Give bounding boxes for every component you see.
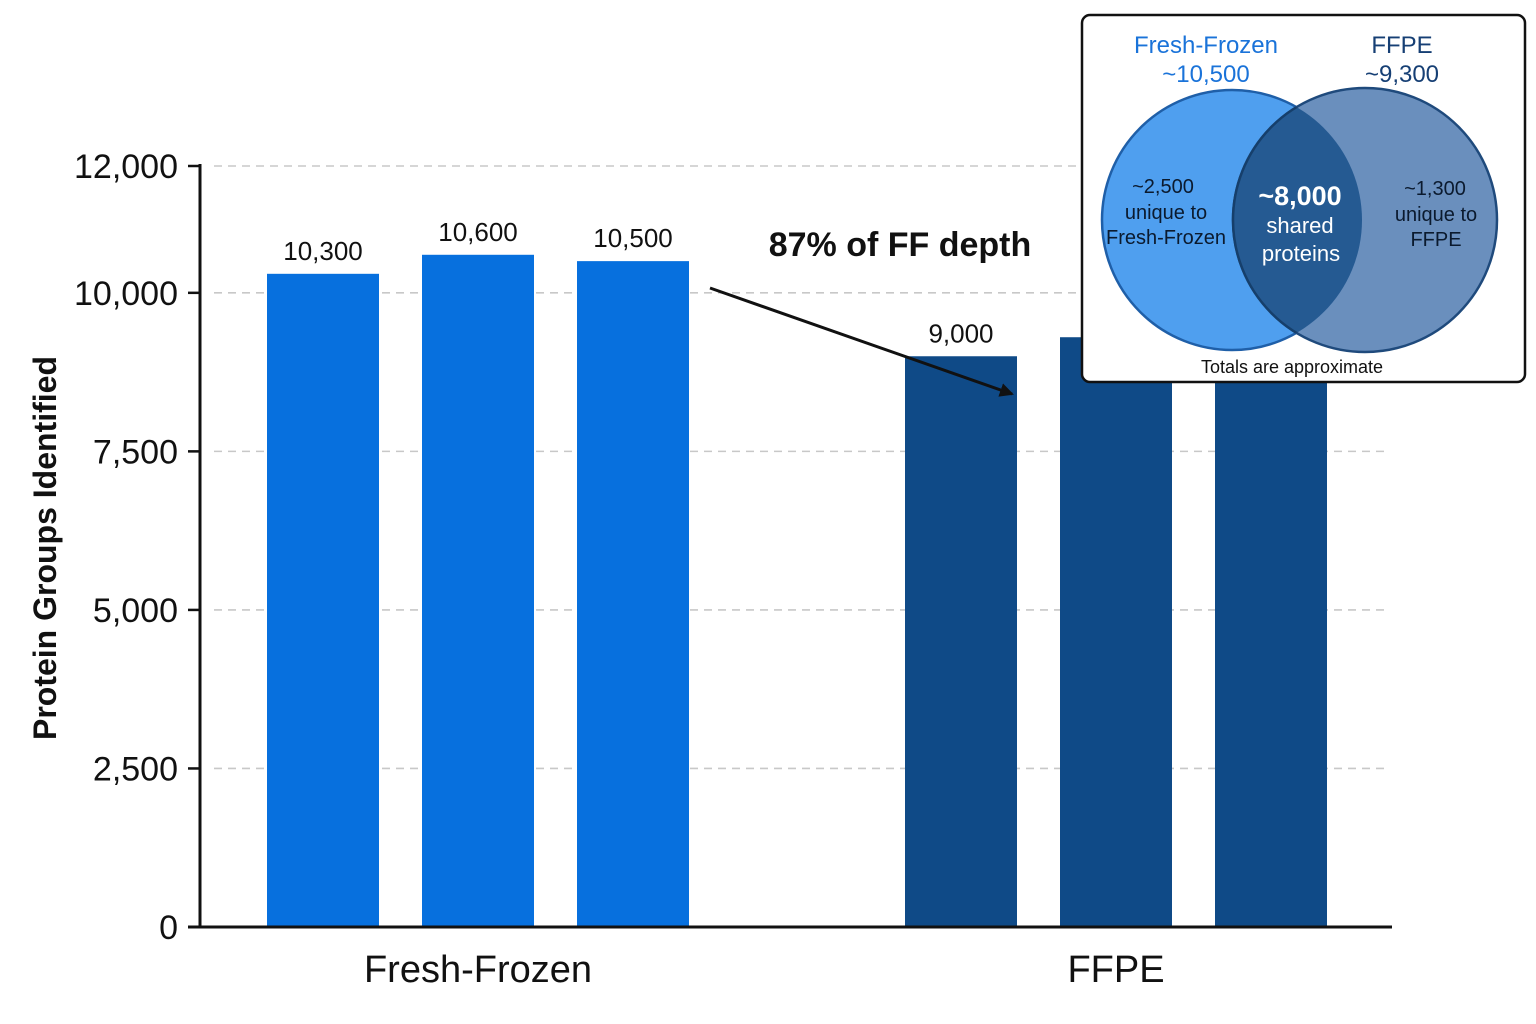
venn-right-title: FFPE — [1371, 32, 1432, 59]
y-tick-label: 5,000 — [93, 592, 178, 630]
bar-value-label: 10,300 — [283, 236, 363, 266]
axes — [188, 164, 1392, 929]
bar — [905, 356, 1017, 927]
venn-shared-line3: proteins — [1262, 241, 1340, 266]
bar-value-label: 10,600 — [438, 217, 518, 247]
venn-note: Totals are approximate — [1201, 357, 1383, 377]
venn-left-total: ~10,500 — [1162, 61, 1249, 88]
y-tick-label: 10,000 — [74, 275, 178, 313]
bar — [1215, 343, 1327, 928]
annotation-arrow — [709, 286, 1014, 397]
venn-shared-count: ~8,000 — [1258, 181, 1341, 211]
x-category-label: FFPE — [1067, 949, 1164, 991]
venn-left-line3: Fresh-Frozen — [1106, 227, 1226, 249]
y-tick-label: 0 — [159, 909, 178, 947]
bars — [267, 254, 1327, 928]
venn-right-total: ~9,300 — [1365, 61, 1439, 88]
bar — [267, 273, 379, 927]
venn-left-line2: unique to — [1125, 202, 1207, 224]
venn-right-count: ~1,300 — [1404, 178, 1466, 200]
venn-shared-line2: shared — [1266, 213, 1333, 238]
y-tick-label: 7,500 — [93, 433, 178, 471]
y-axis-label: Protein Groups Identified — [27, 356, 63, 740]
y-tick-label: 12,000 — [74, 148, 178, 186]
bar — [577, 261, 689, 927]
bar-value-label: 10,500 — [593, 223, 673, 253]
venn-right-line2: unique to — [1395, 204, 1477, 226]
venn-left-count: ~2,500 — [1132, 176, 1194, 198]
venn-overlap — [1231, 90, 1362, 350]
y-tick-label: 2,500 — [93, 750, 178, 788]
bar — [1060, 337, 1172, 928]
venn-left-title: Fresh-Frozen — [1134, 32, 1278, 59]
x-category-label: Fresh-Frozen — [364, 949, 592, 991]
venn-inset: Fresh-Frozen ~10,500 FFPE ~9,300 ~2,500 … — [1080, 13, 1527, 384]
venn-right-line3: FFPE — [1410, 229, 1461, 251]
annotation-text: 87% of FF depth — [769, 226, 1032, 264]
bar — [422, 254, 534, 928]
bar-value-label: 9,000 — [928, 318, 993, 348]
